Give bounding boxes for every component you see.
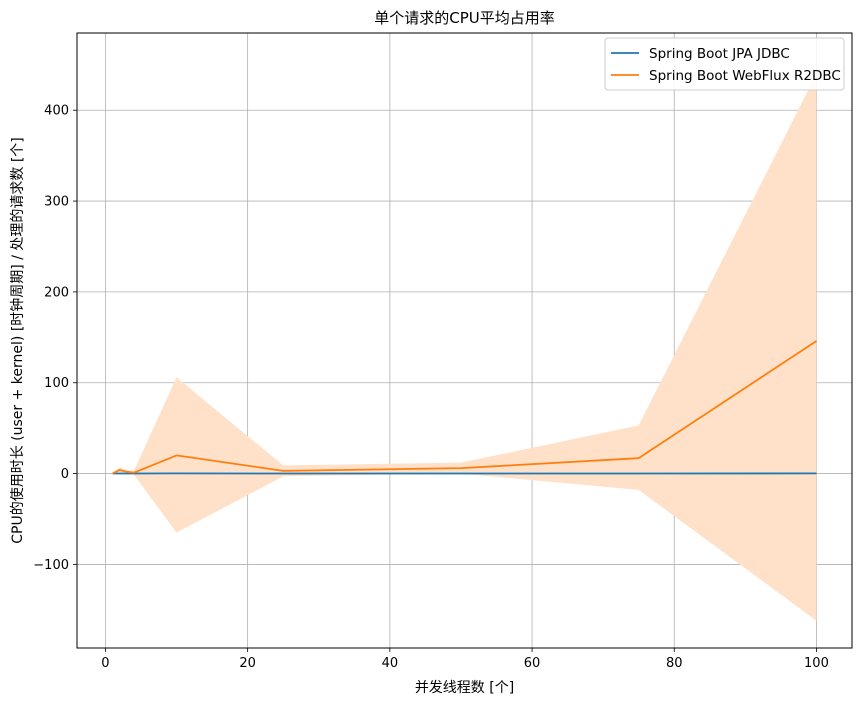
y-axis-title: CPU的使用时长 (user + kernel) [时钟周期] / 处理的请求数…	[9, 137, 26, 543]
confidence-bands	[112, 73, 817, 621]
y-tick-label: 100	[44, 376, 69, 391]
x-axis-ticks: 0 20 40 60 80 100	[101, 648, 829, 671]
series-1-band	[112, 73, 817, 621]
plot-frame	[76, 32, 853, 649]
legend: Spring Boot JPA JDBC Spring Boot WebFlux …	[604, 37, 845, 91]
x-tick-label: 0	[101, 656, 109, 671]
series-lines	[112, 340, 817, 475]
series-1-line	[112, 340, 817, 475]
y-tick-label: 200	[44, 285, 69, 300]
legend-label: Spring Boot JPA JDBC	[649, 46, 790, 62]
legend-box	[604, 37, 845, 91]
y-tick-label: 400	[44, 104, 69, 119]
y-tick-label: 0	[61, 467, 69, 482]
x-axis-title: 并发线程数 [个]	[415, 680, 514, 696]
chart-title: 单个请求的CPU平均占用率	[374, 9, 555, 27]
y-tick-label: 300	[44, 195, 69, 210]
x-tick-label: 60	[524, 656, 541, 671]
x-tick-label: 100	[804, 656, 829, 671]
y-axis-ticks: −100 0 100 200 300 400	[33, 104, 77, 573]
x-tick-label: 40	[382, 656, 399, 671]
legend-label: Spring Boot WebFlux R2DBC	[649, 68, 841, 84]
x-tick-label: 20	[239, 656, 256, 671]
y-tick-label: −100	[33, 558, 69, 573]
x-tick-label: 80	[666, 656, 683, 671]
